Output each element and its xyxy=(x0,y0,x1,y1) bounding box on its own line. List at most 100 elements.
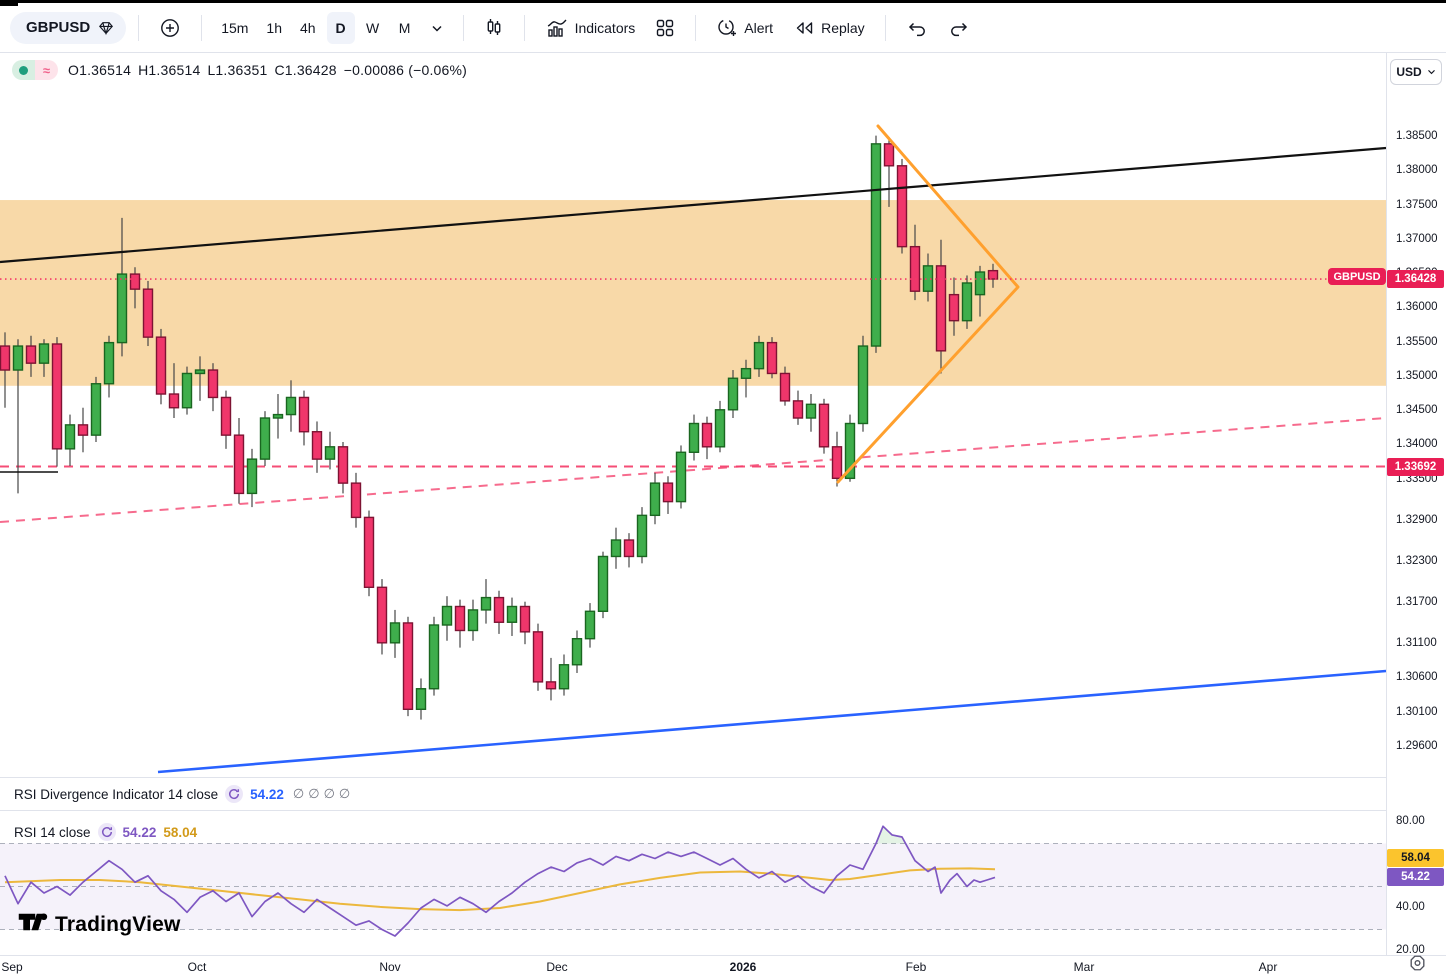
tradingview-logo[interactable]: TradingView xyxy=(18,911,181,938)
tradingview-logo-icon xyxy=(18,911,48,938)
toolbar-separator xyxy=(201,14,203,41)
currency-value: USD xyxy=(1396,65,1422,79)
undo-icon xyxy=(906,19,928,37)
pane-separator[interactable] xyxy=(0,777,1446,778)
time-tick-label: Dec xyxy=(546,960,568,974)
price-tick-label: 1.32300 xyxy=(1396,554,1438,567)
replay-label: Replay xyxy=(821,19,865,36)
top-toolbar: GBPUSD 15m 1h 4h D W M xyxy=(0,3,1446,53)
price-tick-label: 1.37000 xyxy=(1396,232,1438,245)
divergence-pane-header: RSI Divergence Indicator 14 close 54.22 … xyxy=(14,785,354,803)
price-tick-label: 1.36000 xyxy=(1396,301,1438,314)
alert-button[interactable]: Alert xyxy=(708,12,781,44)
price-tick-label: 1.31700 xyxy=(1396,596,1438,609)
rsi-pane-title[interactable]: RSI 14 close xyxy=(14,824,91,840)
symbol-name: GBPUSD xyxy=(26,19,91,36)
rsi-tick-label: 20.00 xyxy=(1396,944,1425,956)
time-axis[interactable]: Sep Oct Nov Dec 2026 Feb Mar Apr xyxy=(0,955,1446,976)
pane-separator[interactable] xyxy=(0,810,1446,811)
refresh-icon[interactable] xyxy=(225,785,244,803)
window-top-corner xyxy=(0,0,18,6)
alert-clock-icon xyxy=(716,17,738,39)
chart-type-button[interactable] xyxy=(476,12,512,44)
replay-button[interactable]: Replay xyxy=(785,12,873,44)
legend-open: O1.36514 xyxy=(68,62,132,78)
rsi-tick-label: 80.00 xyxy=(1396,815,1425,827)
refresh-icon[interactable] xyxy=(97,823,116,841)
price-tick-label: 1.38000 xyxy=(1396,164,1438,177)
layout-grid-button[interactable] xyxy=(647,12,683,44)
time-tick-label: 2026 xyxy=(729,960,757,974)
legend-close: C1.36428 xyxy=(274,62,337,78)
interval-15m[interactable]: 15m xyxy=(214,12,255,44)
ohlc-legend: ≈ O1.36514 H1.36514 L1.36351 C1.36428 −0.000… xyxy=(12,60,474,80)
chevron-down-icon xyxy=(1427,65,1436,79)
gear-icon[interactable] xyxy=(1408,954,1427,976)
price-tick-label: 1.34000 xyxy=(1396,438,1438,451)
time-tick-label: Nov xyxy=(379,960,401,974)
redo-icon xyxy=(948,19,970,37)
currency-selector[interactable]: USD xyxy=(1390,59,1442,85)
time-tick-label: Feb xyxy=(905,960,927,974)
price-tick-label: 1.38500 xyxy=(1396,130,1438,142)
market-open-dot-icon xyxy=(19,65,28,75)
alert-label: Alert xyxy=(744,19,774,36)
candles-icon xyxy=(484,17,504,39)
rsi-pane-header: RSI 14 close 54.22 58.04 xyxy=(14,823,197,841)
price-tick-label: 1.34500 xyxy=(1396,404,1438,417)
undo-button[interactable] xyxy=(898,12,936,44)
indicators-icon xyxy=(545,17,569,39)
replay-icon xyxy=(793,19,815,37)
tradingview-logo-text: TradingView xyxy=(55,912,181,936)
toolbar-separator xyxy=(462,14,464,41)
rsi-value-badge: 54.22 xyxy=(1387,868,1444,886)
market-status-pill[interactable]: ≈ xyxy=(12,60,58,80)
interval-1w[interactable]: W xyxy=(359,12,387,44)
interval-4h[interactable]: 4h xyxy=(293,12,323,44)
plus-circle-icon xyxy=(159,17,181,39)
indicators-button[interactable]: Indicators xyxy=(537,12,644,44)
redo-button[interactable] xyxy=(940,12,978,44)
price-tick-label: 1.29600 xyxy=(1396,739,1438,752)
legend-change: −0.00086 (−0.06%) xyxy=(343,62,468,78)
price-axis[interactable]: 1.385001.380001.375001.370001.365001.360… xyxy=(1386,53,1446,956)
indicators-label: Indicators xyxy=(574,19,636,36)
dashed-level-lines[interactable] xyxy=(0,417,1387,523)
current-price-badge: 1.36428 xyxy=(1387,270,1444,288)
rsi-signal-value: 58.04 xyxy=(163,824,198,840)
rsi-signal-badge: 58.04 xyxy=(1387,849,1444,867)
time-tick-label: Mar xyxy=(1073,960,1095,974)
time-tick-label: Sep xyxy=(1,960,23,974)
legend-low: L1.36351 xyxy=(207,62,268,78)
price-tick-label: 1.30100 xyxy=(1396,705,1438,718)
candlesticks xyxy=(0,135,999,720)
interval-1d[interactable]: D xyxy=(326,11,355,44)
interval-1h[interactable]: 1h xyxy=(259,12,289,44)
divergence-zero-values: ∅∅∅∅ xyxy=(292,786,355,801)
price-tick-label: 1.35000 xyxy=(1396,369,1438,382)
price-tick-label: 1.37500 xyxy=(1396,198,1438,211)
symbol-search-button[interactable]: GBPUSD xyxy=(10,11,127,44)
divergence-value: 54.22 xyxy=(250,786,284,802)
price-tick-label: 1.31100 xyxy=(1396,637,1437,650)
symbol-price-badge: GBPUSD xyxy=(1328,268,1386,285)
add-symbol-button[interactable] xyxy=(151,12,189,44)
divergence-pane-title[interactable]: RSI Divergence Indicator 14 close xyxy=(14,786,219,802)
rsi-pane-plot xyxy=(0,825,1386,937)
gem-icon xyxy=(98,20,114,36)
rsi-value: 54.22 xyxy=(122,824,157,840)
interval-menu-button[interactable] xyxy=(423,12,451,44)
toolbar-separator xyxy=(138,14,140,41)
grid-layout-icon xyxy=(655,18,675,38)
rsi-tick-label: 40.00 xyxy=(1396,901,1425,913)
legend-high: H1.36514 xyxy=(138,62,201,78)
highlight-band xyxy=(0,200,1386,386)
price-tick-label: 1.32900 xyxy=(1396,513,1438,526)
interval-1m[interactable]: M xyxy=(391,12,419,44)
toolbar-separator xyxy=(523,14,525,41)
level-price-badge: 1.33692 xyxy=(1387,458,1444,476)
approx-icon: ≈ xyxy=(42,62,51,78)
toolbar-separator xyxy=(884,14,886,41)
